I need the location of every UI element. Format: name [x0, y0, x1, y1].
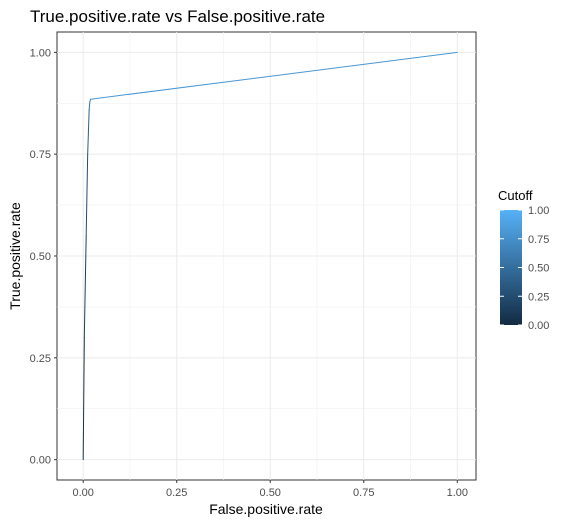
- roc-curve-segment: [85, 153, 89, 237]
- roc-curve-segment: [87, 108, 90, 155]
- y-tick-label: 0.25: [30, 353, 51, 365]
- plot-panel: [56, 31, 477, 481]
- cutoff-legend: Cutoff 1.00 0.75 0.50 0.25 0.00: [498, 188, 549, 332]
- y-tick-label: 0.75: [30, 149, 51, 161]
- x-tick-label: 1.00: [447, 487, 468, 499]
- x-axis-ticks: 0.00 0.25 0.50 0.75 1.00: [72, 480, 468, 499]
- y-axis-ticks: 0.00 0.25 0.50 0.75 1.00: [30, 47, 57, 467]
- y-tick-label: 0.50: [30, 251, 51, 263]
- legend-label: 0.50: [528, 263, 549, 275]
- legend-colorbar: [500, 210, 522, 325]
- legend-ticks: 1.00 0.75 0.50 0.25 0.00: [500, 205, 549, 332]
- x-axis-title: False.positive.rate: [209, 501, 323, 517]
- grid-minor: [57, 32, 476, 480]
- legend-label: 0.25: [528, 291, 549, 303]
- roc-curve-segment: [83, 235, 87, 338]
- roc-curve: [82, 51, 458, 461]
- y-axis-title: True.positive.rate: [7, 202, 23, 310]
- roc-curve-segment: [88, 100, 91, 110]
- legend-label: 0.75: [528, 234, 549, 246]
- x-tick-label: 0.50: [260, 487, 281, 499]
- grid-major: [57, 32, 476, 480]
- chart-title: True.positive.rate vs False.positive.rat…: [30, 7, 325, 26]
- x-tick-label: 0.25: [166, 487, 187, 499]
- roc-curve-segment: [90, 51, 458, 100]
- y-tick-label: 1.00: [30, 47, 51, 59]
- x-tick-label: 0.75: [353, 487, 374, 499]
- y-tick-label: 0.00: [30, 455, 51, 467]
- legend-label: 0.00: [528, 320, 549, 332]
- roc-curve-segment: [82, 336, 85, 461]
- legend-title: Cutoff: [498, 188, 533, 203]
- x-tick-label: 0.00: [72, 487, 93, 499]
- legend-label: 1.00: [528, 205, 549, 217]
